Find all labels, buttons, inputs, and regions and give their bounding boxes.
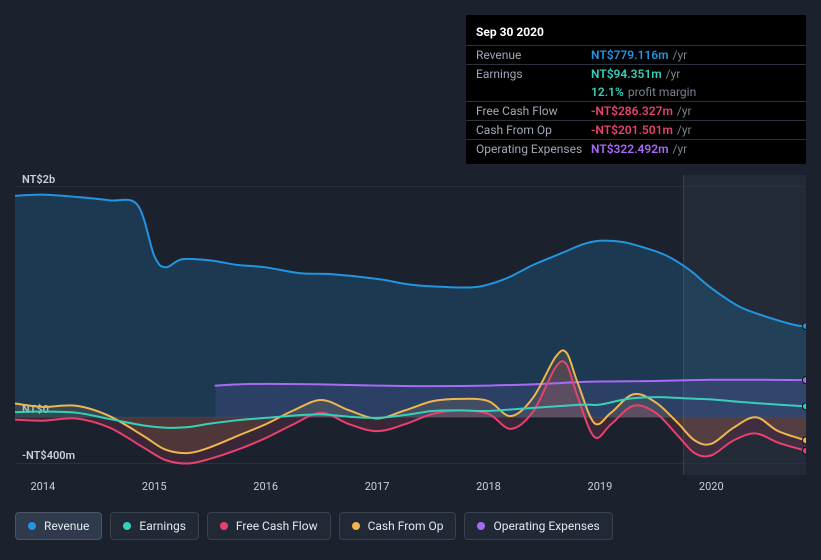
tooltip-row: Operating ExpensesNT$322.492m/yr: [466, 139, 806, 158]
x-axis: 2014 2015 2016 2017 2018 2019 2020: [15, 480, 806, 500]
x-axis-label: 2015: [142, 480, 167, 493]
tooltip-value-wrap: NT$94.351m/yr: [591, 67, 680, 81]
tooltip-value: NT$779.116m: [591, 48, 669, 62]
tooltip-suffix: profit margin: [628, 85, 696, 99]
tooltip-date: Sep 30 2020: [466, 21, 806, 45]
legend-dot: [477, 522, 485, 530]
legend: Revenue Earnings Free Cash Flow Cash From O…: [15, 512, 613, 540]
tooltip-label: Operating Expenses: [476, 142, 591, 156]
tooltip-row: Cash From Op-NT$201.501m/yr: [466, 120, 806, 139]
legend-label: Free Cash Flow: [236, 519, 318, 533]
legend-item-cash-from-op[interactable]: Cash From Op: [339, 512, 457, 540]
tooltip-suffix: /yr: [677, 123, 692, 137]
hover-tooltip: Sep 30 2020 RevenueNT$779.116m/yrEarning…: [466, 15, 806, 164]
tooltip-value: -NT$201.501m: [591, 123, 673, 137]
x-axis-label: 2020: [699, 480, 724, 493]
tooltip-value-wrap: -NT$201.501m/yr: [591, 123, 692, 137]
tooltip-label: Revenue: [476, 48, 591, 62]
tooltip-suffix: /yr: [666, 67, 681, 81]
tooltip-value: NT$322.492m: [591, 142, 669, 156]
legend-label: Cash From Op: [368, 519, 444, 533]
legend-dot: [123, 522, 131, 530]
legend-dot: [220, 522, 228, 530]
tooltip-label: Cash From Op: [476, 123, 591, 137]
tooltip-value: NT$94.351m: [591, 67, 662, 81]
tooltip-row: RevenueNT$779.116m/yr: [466, 45, 806, 64]
tooltip-suffix: /yr: [677, 104, 692, 118]
legend-dot: [28, 522, 36, 530]
legend-label: Operating Expenses: [493, 519, 599, 533]
tooltip-label: Earnings: [476, 67, 591, 81]
tooltip-label: [476, 85, 591, 99]
tooltip-label: Free Cash Flow: [476, 104, 591, 118]
legend-item-earnings[interactable]: Earnings: [110, 512, 199, 540]
tooltip-value-wrap: NT$322.492m/yr: [591, 142, 687, 156]
tooltip-value: 12.1%: [591, 85, 624, 99]
tooltip-suffix: /yr: [673, 48, 688, 62]
tooltip-value-wrap: NT$779.116m/yr: [591, 48, 687, 62]
tooltip-row: 12.1% profit margin: [466, 83, 806, 101]
x-axis-label: 2016: [253, 480, 278, 493]
tooltip-value-wrap: 12.1% profit margin: [591, 85, 696, 99]
legend-item-free-cash-flow[interactable]: Free Cash Flow: [207, 512, 331, 540]
tooltip-value-wrap: -NT$286.327m/yr: [591, 104, 692, 118]
legend-item-operating-expenses[interactable]: Operating Expenses: [464, 512, 612, 540]
legend-item-revenue[interactable]: Revenue: [15, 512, 102, 540]
tooltip-row: EarningsNT$94.351m/yr: [466, 64, 806, 83]
tooltip-value: -NT$286.327m: [591, 104, 673, 118]
x-axis-label: 2018: [476, 480, 501, 493]
legend-label: Revenue: [44, 519, 89, 533]
x-axis-label: 2019: [588, 480, 613, 493]
tooltip-suffix: /yr: [673, 142, 688, 156]
financials-chart: [15, 175, 806, 475]
legend-dot: [352, 522, 360, 530]
tooltip-row: Free Cash Flow-NT$286.327m/yr: [466, 101, 806, 120]
x-axis-label: 2014: [30, 480, 55, 493]
x-axis-label: 2017: [365, 480, 390, 493]
legend-label: Earnings: [139, 519, 186, 533]
